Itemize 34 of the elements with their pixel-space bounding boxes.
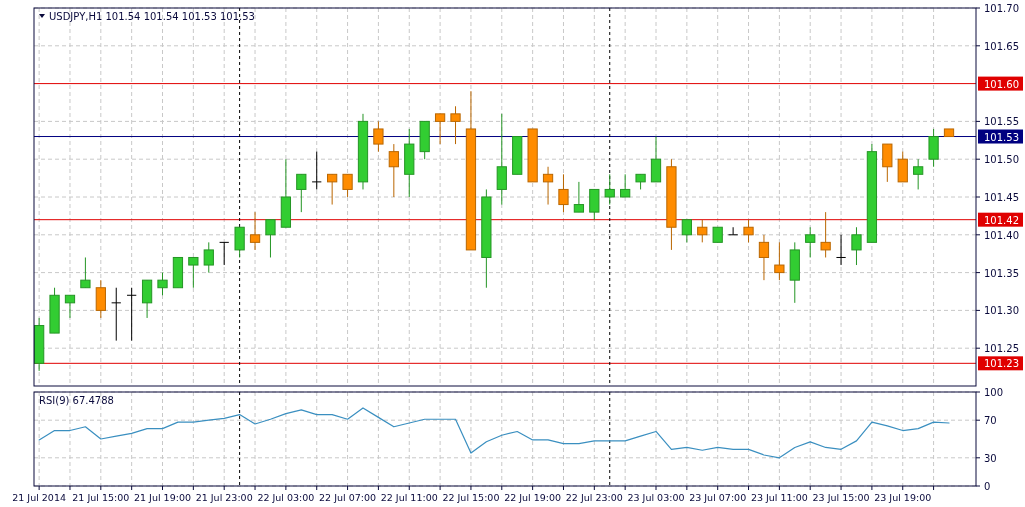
x-tick-label: 22 Jul 11:00 (380, 492, 438, 503)
x-tick-label: 21 Jul 15:00 (72, 492, 130, 503)
y-tick-label: 101.55 (984, 116, 1019, 128)
x-tick-label: 22 Jul 19:00 (504, 492, 562, 503)
x-tick-label: 22 Jul 03:00 (257, 492, 315, 503)
x-tick-label: 21 Jul 19:00 (134, 492, 191, 503)
x-tick-label: 23 Jul 19:00 (874, 492, 932, 503)
x-tick-label: 21 Jul 2014 (12, 492, 67, 503)
y-tick-label: 101.50 (984, 154, 1019, 166)
x-tick-label: 21 Jul 23:00 (195, 492, 253, 503)
y-tick-label: 0 (984, 481, 991, 492)
y-tick-label: 101.45 (984, 192, 1019, 203)
y-tick-label: 101.30 (984, 305, 1019, 317)
y-tick-label: 101.70 (984, 3, 1019, 14)
y-tick-label: 101.65 (984, 40, 1019, 52)
y-tick-label: 70 (984, 415, 997, 427)
ref-line-label: 101.53 (984, 131, 1019, 143)
ref-line-label: 101.60 (984, 78, 1019, 90)
x-tick-label: 23 Jul 03:00 (627, 492, 685, 503)
x-tick-label: 23 Jul 07:00 (689, 492, 747, 503)
x-tick-label: 23 Jul 11:00 (750, 492, 808, 503)
y-tick-label: 100 (984, 387, 1004, 398)
chart-title: RSI(9) 67.4788 (39, 395, 114, 406)
x-tick-label: 22 Jul 23:00 (565, 492, 623, 503)
ref-line-label: 101.23 (984, 358, 1019, 370)
x-tick-label: 22 Jul 07:00 (319, 492, 377, 503)
x-tick-label: 23 Jul 15:00 (812, 492, 870, 503)
y-tick-label: 101.25 (984, 343, 1019, 355)
ref-line-label: 101.42 (984, 214, 1019, 226)
y-tick-label: 30 (984, 452, 997, 464)
x-tick-label: 22 Jul 15:00 (442, 492, 500, 503)
y-tick-label: 101.40 (984, 229, 1019, 241)
y-tick-label: 101.35 (984, 267, 1019, 279)
chart-title: USDJPY,H1 101.54 101.54 101.53 101.53 (49, 11, 255, 22)
